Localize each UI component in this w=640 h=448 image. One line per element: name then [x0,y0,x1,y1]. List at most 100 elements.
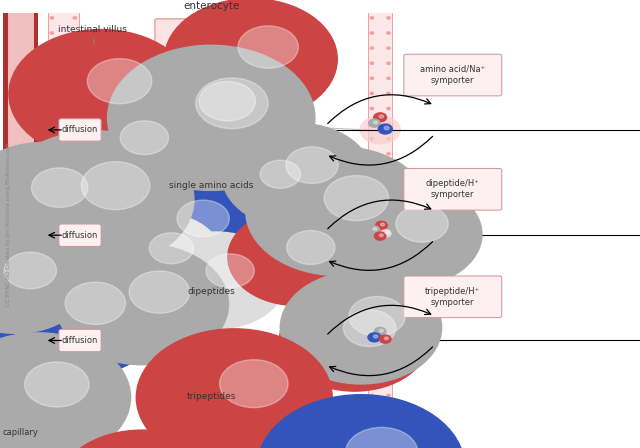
FancyBboxPatch shape [59,119,101,141]
FancyBboxPatch shape [268,102,282,114]
FancyBboxPatch shape [404,276,502,318]
Circle shape [228,209,366,306]
Circle shape [73,379,77,381]
Circle shape [51,198,54,200]
Circle shape [378,124,392,134]
Circle shape [131,56,292,169]
FancyBboxPatch shape [268,26,282,38]
Circle shape [387,32,390,34]
Circle shape [0,333,131,448]
Circle shape [369,119,380,127]
Circle shape [0,255,164,376]
FancyBboxPatch shape [268,65,282,76]
Circle shape [73,409,77,412]
Circle shape [73,394,77,396]
Circle shape [373,228,377,230]
Circle shape [387,47,390,49]
Circle shape [374,121,378,124]
Circle shape [379,115,384,118]
FancyBboxPatch shape [59,224,101,246]
Circle shape [73,108,77,110]
Text: dipeptides: dipeptides [188,287,235,296]
Circle shape [387,122,390,125]
Circle shape [387,425,390,426]
Circle shape [51,243,54,246]
Circle shape [381,223,385,226]
Circle shape [287,231,335,264]
Circle shape [370,425,374,426]
Circle shape [113,177,263,281]
Circle shape [206,254,254,288]
Circle shape [51,153,54,155]
Circle shape [370,349,374,351]
Circle shape [370,213,374,215]
Circle shape [370,228,374,230]
Circle shape [370,183,374,185]
Circle shape [387,92,390,95]
FancyBboxPatch shape [268,39,282,51]
Circle shape [73,319,77,321]
Circle shape [4,252,56,289]
Circle shape [149,233,193,264]
Text: tripeptides: tripeptides [186,392,236,401]
Circle shape [196,78,268,129]
Circle shape [147,232,285,329]
Circle shape [387,183,390,185]
Circle shape [387,77,390,79]
Circle shape [370,108,374,110]
Circle shape [51,304,54,306]
Circle shape [370,168,374,170]
Circle shape [370,92,374,95]
Circle shape [56,244,228,365]
Circle shape [73,213,77,215]
FancyBboxPatch shape [155,19,271,122]
Circle shape [387,349,390,351]
Circle shape [374,113,387,122]
Circle shape [387,409,390,412]
Circle shape [370,198,374,200]
Circle shape [280,271,442,384]
Circle shape [95,213,222,302]
Circle shape [73,304,77,306]
Circle shape [51,364,54,366]
Circle shape [199,82,255,121]
Circle shape [51,349,54,351]
Circle shape [51,273,54,276]
Circle shape [257,395,465,448]
Circle shape [387,394,390,396]
Circle shape [51,32,54,34]
Circle shape [387,108,390,110]
Circle shape [385,337,388,340]
Circle shape [370,17,374,19]
Circle shape [51,77,54,79]
Circle shape [51,425,54,426]
Circle shape [385,232,388,234]
Text: dipeptide/H⁺
symporter: dipeptide/H⁺ symporter [426,179,479,199]
Circle shape [73,364,77,366]
Circle shape [370,334,374,336]
Circle shape [51,17,54,19]
Circle shape [387,319,390,321]
Text: single amino acids: single amino acids [169,181,253,190]
Circle shape [370,409,374,412]
Circle shape [73,198,77,200]
FancyBboxPatch shape [404,168,502,210]
Ellipse shape [175,47,224,105]
Circle shape [387,334,390,336]
Circle shape [51,62,54,65]
Circle shape [343,310,396,347]
Circle shape [380,329,383,332]
Circle shape [73,32,77,34]
Circle shape [373,335,378,338]
Circle shape [51,409,54,412]
FancyBboxPatch shape [268,90,282,101]
Text: enterocyte: enterocyte [183,1,239,11]
Circle shape [222,123,372,228]
Text: diffusion: diffusion [62,336,98,345]
Circle shape [9,30,193,159]
Circle shape [51,334,54,336]
Circle shape [177,200,229,237]
Circle shape [370,319,374,321]
Circle shape [87,59,152,104]
Circle shape [387,273,390,276]
